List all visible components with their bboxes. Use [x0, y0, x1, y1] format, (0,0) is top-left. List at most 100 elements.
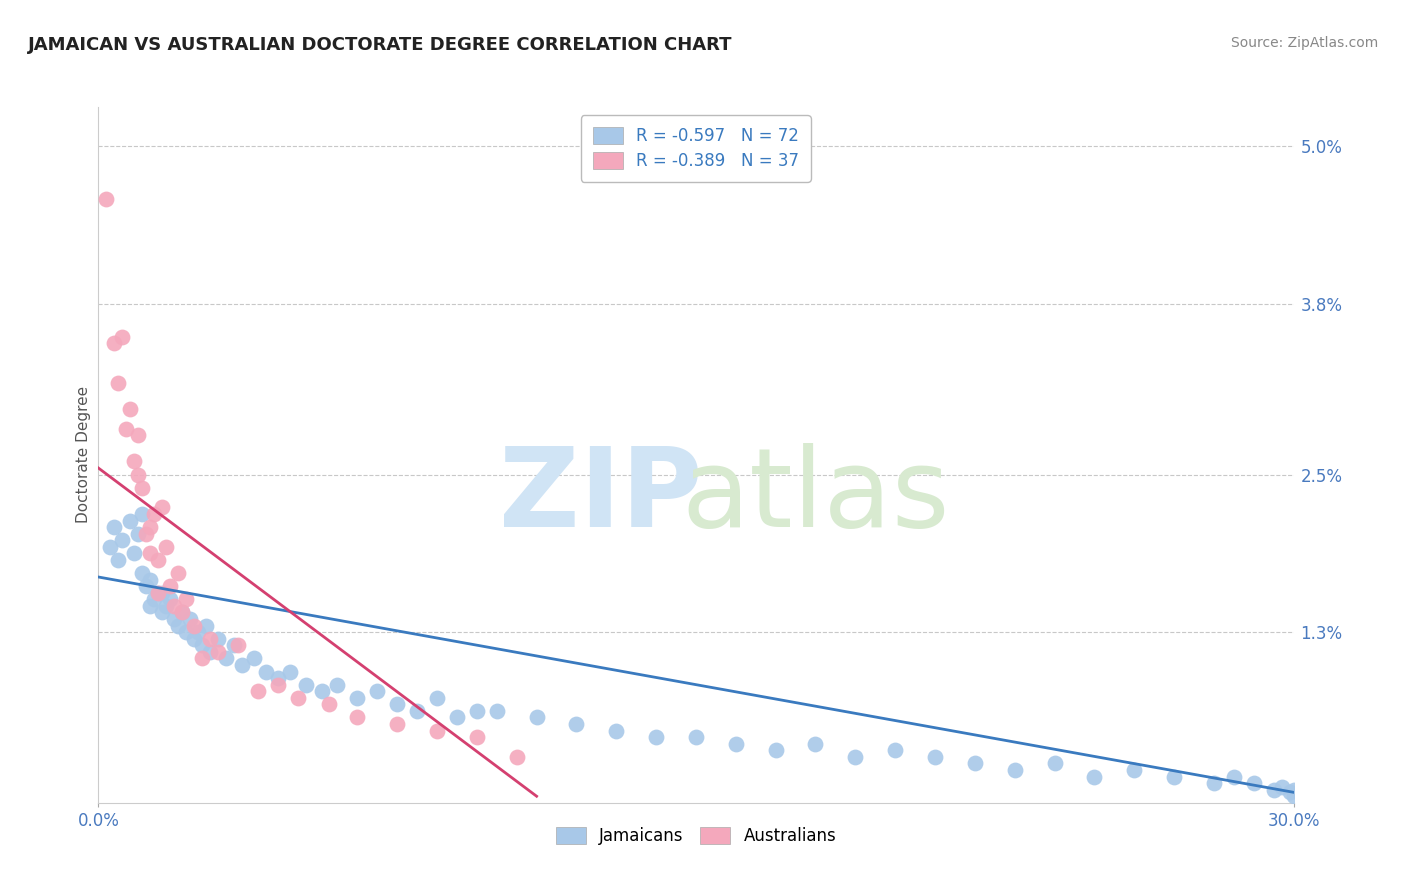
- Point: [565, 717, 588, 731]
- Point: [406, 704, 429, 718]
- Point: [191, 651, 214, 665]
- Point: [724, 737, 747, 751]
- Point: [804, 737, 827, 751]
- Point: [124, 454, 146, 468]
- Point: [107, 376, 129, 390]
- Point: [167, 618, 190, 632]
- Point: [844, 749, 866, 764]
- Point: [465, 704, 488, 718]
- Point: [346, 710, 368, 724]
- Point: [179, 612, 201, 626]
- Point: [139, 573, 162, 587]
- Point: [231, 657, 253, 672]
- Point: [174, 592, 197, 607]
- Point: [131, 507, 153, 521]
- Point: [1202, 776, 1225, 790]
- Point: [485, 704, 508, 718]
- Point: [127, 428, 149, 442]
- Point: [267, 678, 290, 692]
- Point: [1263, 782, 1285, 797]
- Point: [526, 710, 548, 724]
- Point: [98, 540, 122, 554]
- Point: [267, 671, 290, 685]
- Point: [131, 481, 153, 495]
- Point: [246, 684, 269, 698]
- Point: [131, 566, 153, 580]
- Point: [1282, 789, 1305, 804]
- Point: [172, 606, 194, 620]
- Point: [159, 579, 181, 593]
- Point: [150, 500, 173, 515]
- Point: [172, 606, 194, 620]
- Point: [318, 698, 340, 712]
- Point: [1004, 763, 1026, 777]
- Point: [294, 678, 316, 692]
- Point: [924, 749, 946, 764]
- Point: [139, 546, 162, 560]
- Point: [159, 592, 181, 607]
- Point: [243, 651, 266, 665]
- Point: [127, 526, 149, 541]
- Point: [195, 618, 218, 632]
- Point: [135, 579, 157, 593]
- Point: [163, 612, 186, 626]
- Point: [111, 330, 134, 344]
- Point: [1223, 770, 1246, 784]
- Point: [685, 730, 707, 744]
- Point: [187, 625, 209, 640]
- Point: [215, 651, 238, 665]
- Point: [103, 520, 125, 534]
- Point: [150, 606, 173, 620]
- Point: [183, 632, 205, 646]
- Point: [155, 540, 177, 554]
- Point: [139, 520, 162, 534]
- Point: [1043, 756, 1066, 771]
- Point: [120, 401, 142, 416]
- Point: [163, 599, 186, 613]
- Point: [115, 422, 138, 436]
- Point: [107, 553, 129, 567]
- Point: [222, 638, 245, 652]
- Point: [326, 678, 349, 692]
- Point: [465, 730, 488, 744]
- Point: [278, 665, 301, 679]
- Point: [1271, 780, 1294, 794]
- Point: [254, 665, 277, 679]
- Point: [198, 645, 221, 659]
- Point: [139, 599, 162, 613]
- Point: [135, 526, 157, 541]
- Point: [148, 553, 170, 567]
- Point: [446, 710, 468, 724]
- Point: [207, 632, 229, 646]
- Point: [385, 717, 409, 731]
- Point: [346, 690, 368, 705]
- Point: [311, 684, 333, 698]
- Point: [127, 467, 149, 482]
- Point: [174, 625, 197, 640]
- Point: [884, 743, 907, 757]
- Point: [1083, 770, 1105, 784]
- Point: [150, 586, 173, 600]
- Point: [148, 586, 170, 600]
- Text: Source: ZipAtlas.com: Source: ZipAtlas.com: [1230, 36, 1378, 50]
- Point: [765, 743, 787, 757]
- Point: [426, 690, 449, 705]
- Point: [963, 756, 986, 771]
- Point: [167, 566, 190, 580]
- Point: [426, 723, 449, 738]
- Point: [103, 336, 125, 351]
- Point: [111, 533, 134, 548]
- Point: [287, 690, 309, 705]
- Point: [198, 632, 221, 646]
- Point: [191, 638, 214, 652]
- Text: JAMAICAN VS AUSTRALIAN DOCTORATE DEGREE CORRELATION CHART: JAMAICAN VS AUSTRALIAN DOCTORATE DEGREE …: [28, 36, 733, 54]
- Point: [183, 618, 205, 632]
- Point: [366, 684, 388, 698]
- Point: [1123, 763, 1146, 777]
- Legend: Jamaicans, Australians: Jamaicans, Australians: [544, 815, 848, 857]
- Point: [385, 698, 409, 712]
- Point: [1243, 776, 1265, 790]
- Point: [506, 749, 529, 764]
- Point: [645, 730, 668, 744]
- Point: [605, 723, 627, 738]
